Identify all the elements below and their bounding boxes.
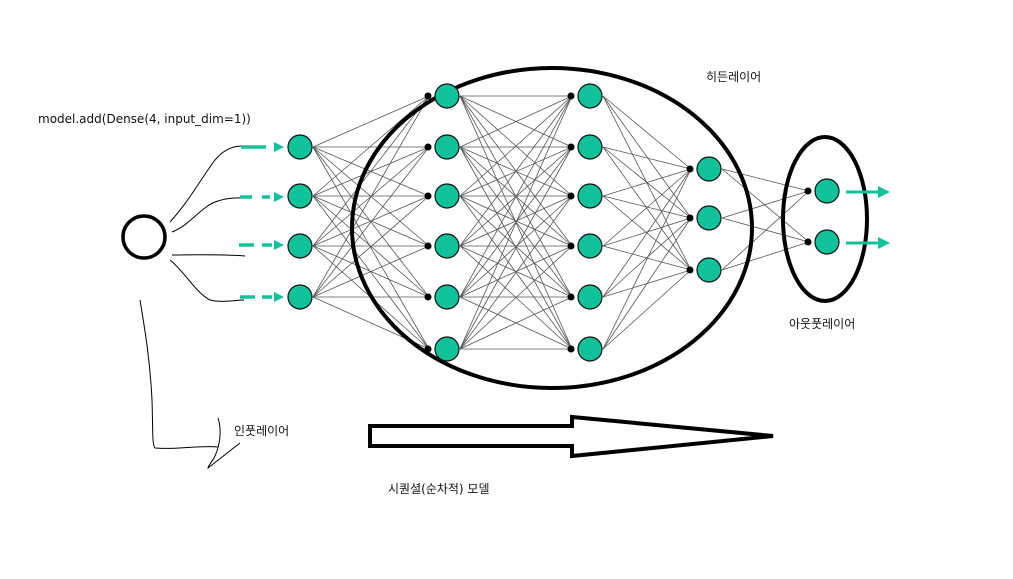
connection-line: [312, 95, 430, 197]
sequential-direction-arrow: [368, 414, 774, 459]
hidden-1-node: [434, 183, 460, 209]
hidden-1-node: [434, 83, 460, 109]
input-arrow-head: [274, 142, 284, 152]
node-input-dot: [686, 165, 694, 173]
hidden-layer-ellipse: [350, 66, 754, 390]
input-arrow-head: [274, 292, 284, 302]
connection-line: [602, 168, 692, 298]
node-input-dot: [686, 266, 694, 274]
connection-line: [312, 95, 430, 298]
hidden-2-node: [577, 134, 603, 160]
connection-line: [602, 95, 692, 219]
node-input-dot: [804, 187, 812, 195]
connection-line: [312, 95, 430, 148]
connection-line: [721, 168, 810, 243]
connection-line: [602, 217, 692, 247]
connection-line: [602, 168, 692, 350]
connection-line: [602, 146, 692, 271]
connection-line: [312, 195, 430, 298]
hidden-2-node: [577, 183, 603, 209]
connection-line: [602, 217, 692, 298]
connection-line: [459, 195, 573, 247]
connection-line: [459, 296, 573, 350]
node-input-dot: [424, 345, 432, 353]
node-input-dot: [424, 242, 432, 250]
node-input-dot: [424, 293, 432, 301]
node-input-dot: [567, 293, 575, 301]
hidden-layer-label: 히든레이어: [706, 70, 762, 84]
input-arrow-head: [274, 240, 284, 250]
hidden-1-node: [434, 336, 460, 362]
connection-line: [459, 245, 573, 350]
connection-line: [312, 146, 430, 350]
input-arrows: [239, 142, 284, 302]
connection-line: [721, 190, 810, 219]
input-sketch-lines: [139, 145, 251, 470]
network-nodes: [287, 83, 840, 362]
node-input-dot: [686, 214, 694, 222]
node-input-dot: [424, 192, 432, 200]
sequential-model-label: 시퀀셜(순차적) 모델: [388, 482, 490, 496]
connection-line: [602, 95, 692, 170]
connection-line: [459, 95, 573, 197]
connection-line: [459, 95, 573, 298]
connection-lines: [312, 95, 810, 350]
node-input-dot: [567, 192, 575, 200]
connection-line: [602, 217, 692, 350]
connection-line: [312, 195, 430, 350]
output-layer-label: 아웃풋레이어: [789, 317, 856, 331]
hidden-3-node: [696, 156, 722, 182]
connection-line: [459, 95, 573, 350]
hidden-1-node: [434, 134, 460, 160]
connection-line: [312, 195, 430, 247]
connection-line: [721, 168, 810, 192]
hidden-2-node: [577, 233, 603, 259]
connection-line: [602, 168, 692, 197]
code-label: model.add(Dense(4, input_dim=1)): [38, 112, 251, 126]
node-input-dot: [424, 143, 432, 151]
output-node: [814, 229, 840, 255]
connection-line: [312, 95, 430, 247]
hidden-1-node: [434, 284, 460, 310]
connection-line: [459, 95, 573, 247]
node-input-dot: [567, 345, 575, 353]
input-layer-label: 인풋레이어: [234, 424, 290, 438]
connection-line: [459, 146, 573, 350]
hidden-3-node: [696, 257, 722, 283]
connection-line: [602, 269, 692, 350]
connection-line: [602, 146, 692, 170]
output-node: [814, 178, 840, 204]
input-node: [287, 233, 313, 259]
connection-line: [312, 245, 430, 298]
hidden-2-node: [577, 83, 603, 109]
connection-line: [459, 95, 573, 148]
connection-line: [721, 190, 810, 271]
hidden-3-node: [696, 205, 722, 231]
node-input-dot: [567, 92, 575, 100]
hidden-1-node: [434, 233, 460, 259]
output-arrows: [846, 186, 890, 249]
output-layer-ellipse: [781, 135, 869, 303]
node-input-dot: [804, 238, 812, 246]
input-node: [287, 183, 313, 209]
connection-line: [459, 195, 573, 350]
connection-line: [721, 241, 810, 271]
input-arrow-head: [274, 192, 284, 202]
connection-line: [312, 146, 430, 298]
node-input-dot: [567, 242, 575, 250]
node-input-dot: [424, 92, 432, 100]
connection-line: [602, 168, 692, 247]
input-node: [287, 134, 313, 160]
hidden-2-node: [577, 336, 603, 362]
single-input-circle: [121, 214, 167, 260]
hidden-2-node: [577, 284, 603, 310]
node-input-dot: [567, 143, 575, 151]
input-node: [287, 284, 313, 310]
connection-line: [459, 245, 573, 298]
connection-line: [459, 195, 573, 298]
